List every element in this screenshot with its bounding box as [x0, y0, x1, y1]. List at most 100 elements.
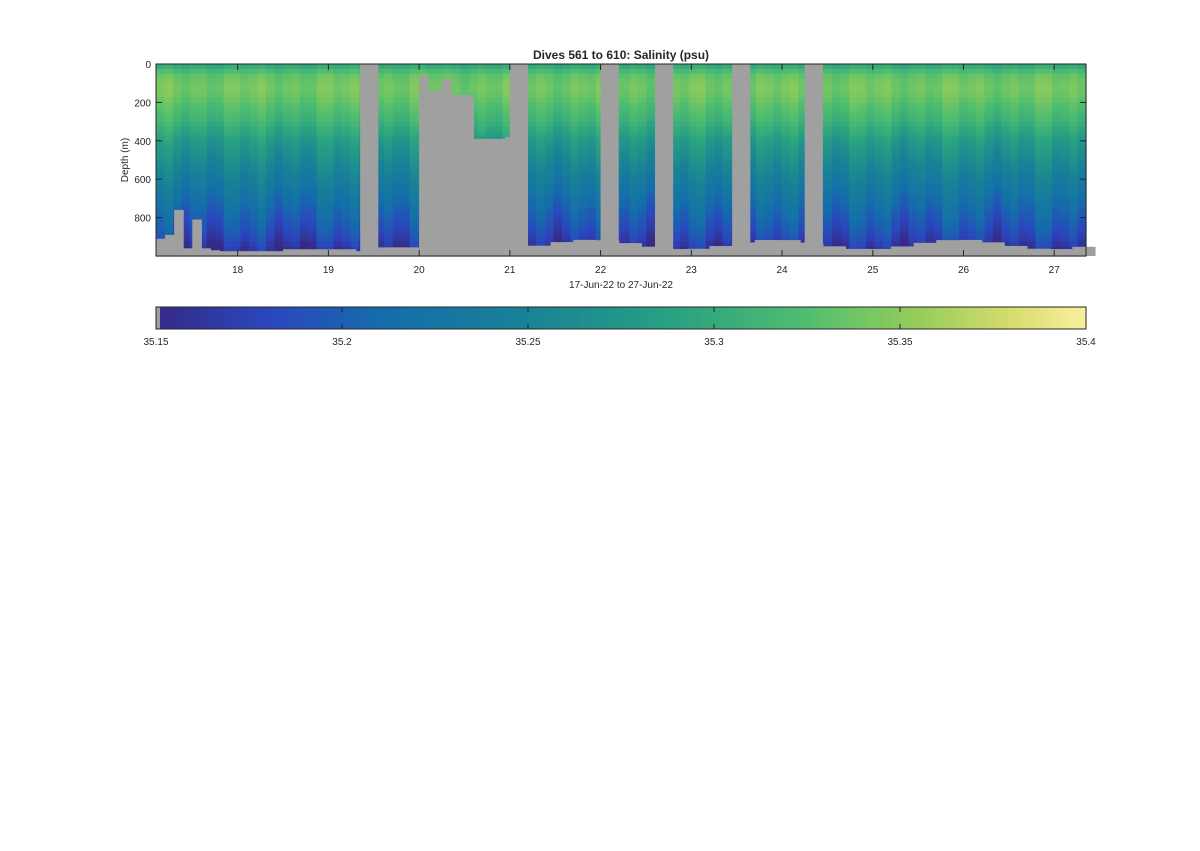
heatmap-cell [621, 83, 631, 89]
heatmap-cell [409, 217, 419, 223]
heatmap-cell [900, 232, 910, 238]
heatmap-cell [274, 227, 284, 233]
heatmap-cell [840, 212, 850, 219]
heatmap-cell [232, 188, 242, 195]
heatmap-cell [392, 160, 402, 166]
heatmap-cell [232, 121, 242, 127]
heatmap-cell [553, 155, 563, 161]
heatmap-cell [409, 169, 419, 175]
heatmap-cell [198, 88, 208, 94]
heatmap-cell [925, 169, 935, 175]
heatmap-cell [1035, 241, 1045, 247]
heatmap-cell [164, 73, 174, 79]
heatmap-cell [325, 198, 335, 204]
heatmap-cell [621, 155, 631, 161]
heatmap-cell [1035, 208, 1045, 214]
heatmap-cell [781, 164, 791, 171]
heatmap-cell [578, 73, 588, 79]
heatmap-cell [840, 140, 850, 147]
heatmap-cell [688, 236, 698, 243]
heatmap-cell [1018, 179, 1028, 185]
heatmap-cell [790, 145, 800, 151]
heatmap-cell [688, 217, 698, 223]
heatmap-cell [925, 131, 935, 137]
heatmap-cell [637, 217, 647, 223]
heatmap-cell [967, 83, 977, 89]
heatmap-cell [595, 140, 605, 147]
heatmap-cell [959, 136, 969, 142]
heatmap-cell [240, 179, 250, 185]
heatmap-cell [790, 227, 800, 233]
heatmap-cell [401, 241, 411, 247]
heatmap-cell [1035, 203, 1045, 209]
heatmap-cell [1077, 217, 1087, 223]
heatmap-cell [840, 193, 850, 199]
heatmap-cell [671, 227, 681, 233]
heatmap-cell [1018, 212, 1028, 219]
heatmap-cell [1035, 212, 1045, 219]
heatmap-cell [316, 64, 326, 70]
heatmap-cell [232, 208, 242, 214]
heatmap-cell [688, 97, 698, 103]
heatmap-cell [984, 112, 994, 118]
heatmap-cell [671, 92, 681, 99]
colorbar-segment [729, 307, 734, 329]
heatmap-cell [274, 203, 284, 209]
heatmap-cell [680, 64, 690, 70]
heatmap-layer [156, 64, 1087, 257]
heatmap-cell [232, 92, 242, 99]
heatmap-cell [1043, 64, 1053, 70]
heatmap-cell [215, 174, 225, 180]
heatmap-cell [756, 88, 766, 94]
heatmap-cell [908, 150, 918, 156]
heatmap-cell [1077, 78, 1087, 84]
heatmap-cell [798, 174, 808, 180]
heatmap-cell [773, 212, 783, 219]
heatmap-cell [401, 83, 411, 89]
heatmap-cell [333, 174, 343, 180]
heatmap-cell [435, 64, 445, 70]
heatmap-cell [790, 150, 800, 156]
heatmap-cell [164, 217, 174, 223]
missing-data-gap [360, 64, 379, 256]
heatmap-cell [714, 227, 724, 233]
heatmap-cell [578, 131, 588, 137]
heatmap-cell [384, 97, 394, 103]
heatmap-cell [553, 92, 563, 99]
heatmap-cell [528, 92, 538, 99]
heatmap-cell [232, 174, 242, 180]
heatmap-cell [257, 232, 267, 238]
heatmap-cell [629, 68, 639, 75]
heatmap-cell [891, 68, 901, 75]
heatmap-cell [333, 241, 343, 247]
heatmap-cell [1026, 222, 1036, 228]
heatmap-cell [1077, 92, 1087, 99]
heatmap-cell [570, 107, 580, 113]
colorbar-segment [280, 307, 285, 329]
heatmap-cell [908, 174, 918, 180]
heatmap-cell [502, 83, 512, 89]
heatmap-cell [350, 116, 360, 123]
heatmap-cell [1060, 78, 1070, 84]
heatmap-cell [299, 160, 309, 166]
heatmap-cell [325, 68, 335, 75]
heatmap-cell [1001, 140, 1011, 147]
heatmap-cell [756, 198, 766, 204]
heatmap-cell [950, 107, 960, 113]
heatmap-cell [561, 174, 571, 180]
colorbar-segment [318, 307, 324, 329]
heatmap-cell [333, 64, 343, 70]
heatmap-cell [1035, 169, 1045, 175]
heatmap-cell [401, 150, 411, 156]
heatmap-cell [570, 73, 580, 79]
missing-data-bottom [958, 239, 983, 256]
heatmap-cell [485, 88, 495, 94]
heatmap-cell [790, 203, 800, 209]
heatmap-cell [401, 68, 411, 75]
heatmap-cell [671, 140, 681, 147]
heatmap-cell [274, 241, 284, 247]
heatmap-cell [883, 174, 893, 180]
heatmap-cell [790, 188, 800, 195]
heatmap-cell [249, 160, 259, 166]
